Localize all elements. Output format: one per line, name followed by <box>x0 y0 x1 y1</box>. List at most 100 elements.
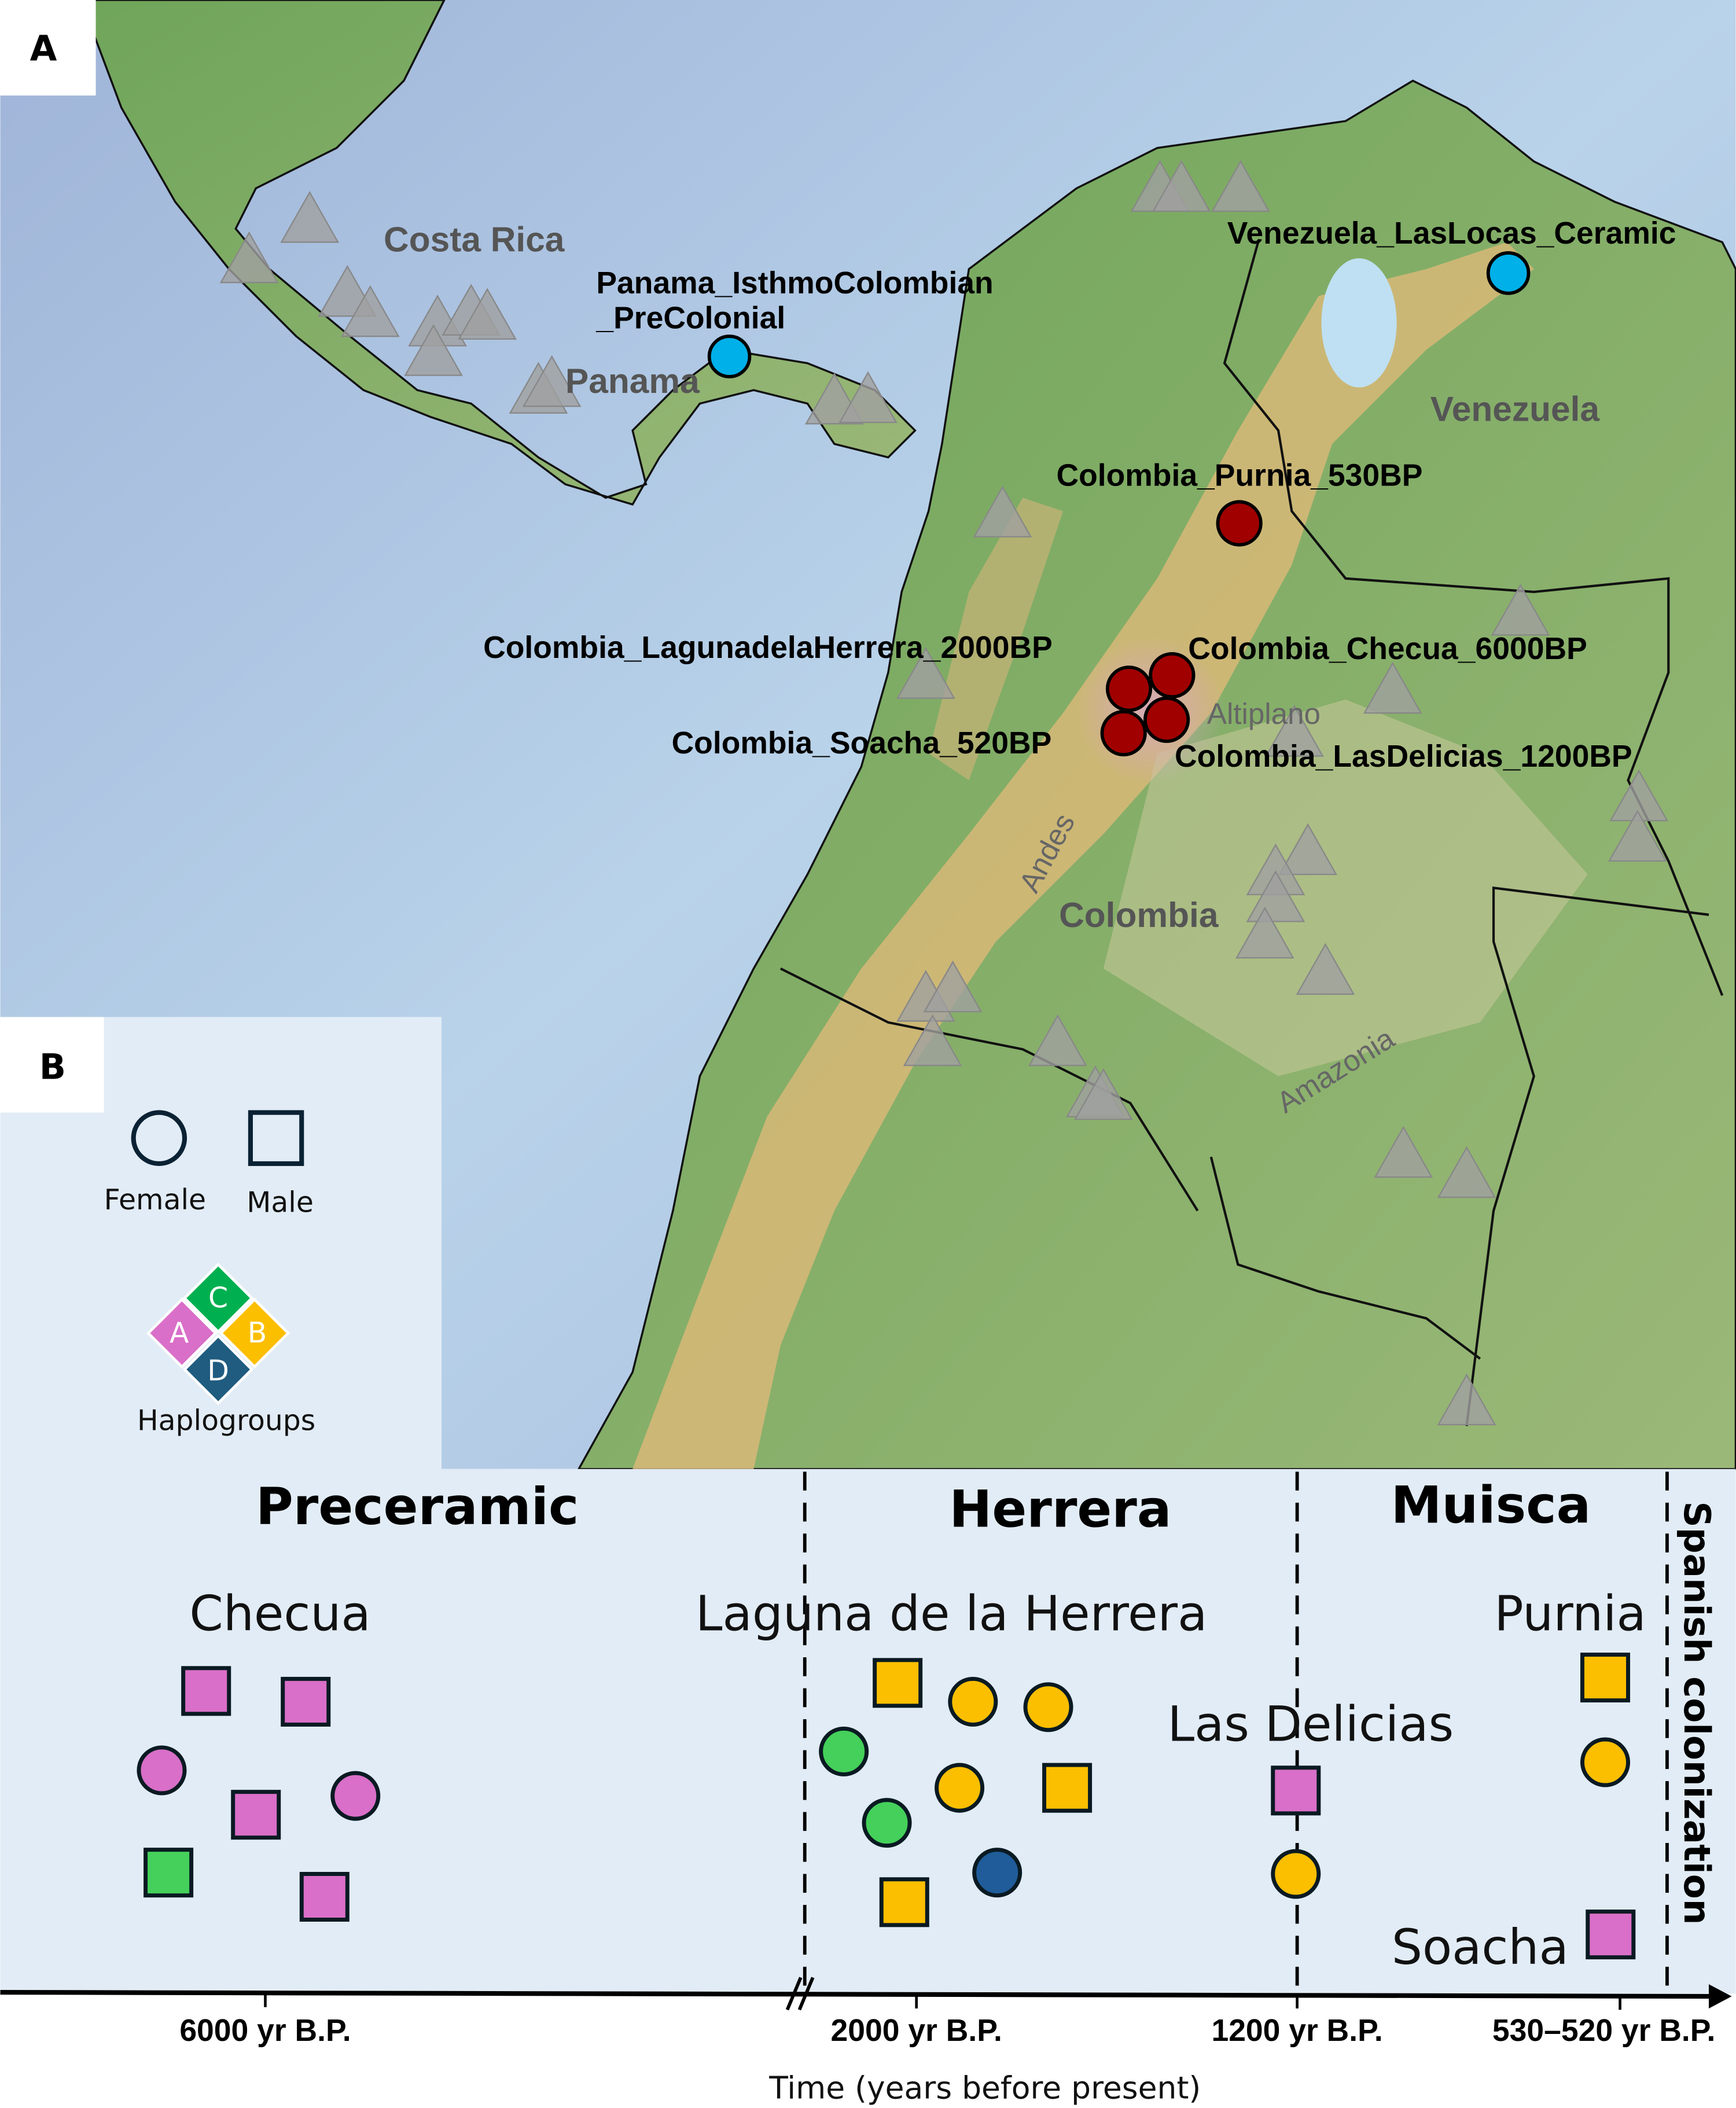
male-individual-haplogroup-b <box>879 1877 929 1927</box>
site-marker-laslocas <box>1486 251 1531 295</box>
male-individual-haplogroup-b <box>1042 1763 1093 1813</box>
site-purnia: Purnia <box>1494 1585 1646 1642</box>
reference-sample-triangle <box>1278 823 1338 875</box>
period-muisca: Muisca <box>1391 1476 1591 1535</box>
female-individual-haplogroup-b <box>1580 1737 1631 1787</box>
haplogroup-c-swatch <box>182 1263 254 1334</box>
reference-sample-triangle <box>838 371 898 424</box>
andes-ridge <box>632 242 1534 1469</box>
female-individual-haplogroup-d <box>972 1848 1023 1898</box>
country-label-panama: Panama <box>565 361 700 400</box>
tick-label-1200: 1200 yr B.P. <box>1211 2014 1382 2048</box>
lake-maracaibo <box>1321 258 1397 388</box>
haplogroup-diamond: C A B D <box>146 1263 290 1406</box>
male-individual-haplogroup-c <box>144 1848 194 1898</box>
male-individual-haplogroup-a <box>1271 1765 1321 1816</box>
male-individual-haplogroup-a <box>1586 1910 1636 1960</box>
tick-label-6000: 6000 yr B.P. <box>179 2014 351 2048</box>
region-label-altiplano: Altiplano <box>1207 697 1321 730</box>
border-lines <box>779 241 1724 1426</box>
haplogroup-d-label: D <box>207 1354 229 1387</box>
axis-break-icon <box>785 1977 815 2011</box>
site-label-panama: Panama_IsthmoColombian <box>596 266 993 300</box>
site-label-herrera: Colombia_LagunadelaHerrera_2000BP <box>483 631 1053 665</box>
reference-sample-triangle <box>1363 661 1422 714</box>
reference-sample-triangle <box>1608 810 1667 862</box>
female-individual-haplogroup-c <box>819 1726 869 1776</box>
female-individual-haplogroup-b <box>948 1676 998 1727</box>
period-herrera: Herrera <box>949 1480 1171 1539</box>
site-marker-purnia <box>1216 500 1263 547</box>
reference-sample-triangle <box>404 324 463 376</box>
site-checua: Checua <box>189 1585 370 1642</box>
reference-sample-triangle <box>973 485 1032 538</box>
site-label-laslocas: Venezuela_LasLocas_Ceramic <box>1227 216 1676 251</box>
haplogroups-label: Haplogroups <box>137 1404 315 1437</box>
x-axis-label: Time (years before present) <box>768 2070 1201 2106</box>
country-label-venezuela: Venezuela <box>1430 389 1600 429</box>
reference-sample-triangle <box>219 231 279 284</box>
reference-sample-triangle <box>1152 160 1211 212</box>
female-individual-haplogroup-b <box>1023 1682 1073 1732</box>
site-label-soacha: Colombia_Soacha_520BP <box>672 726 1052 760</box>
andes-ridge-west <box>928 498 1064 781</box>
male-individual-haplogroup-b <box>1580 1653 1631 1703</box>
timeline-panel: Preceramic Herrera Muisca Spanish coloni… <box>0 1469 1736 2106</box>
male-individual-haplogroup-a <box>231 1790 281 1840</box>
site-marker-checua <box>1149 652 1196 699</box>
site-marker-lasdelicias <box>1143 696 1190 743</box>
reference-sample-triangle <box>1211 160 1270 212</box>
reference-samples <box>219 160 1668 1426</box>
legend-male-icon <box>248 1110 304 1167</box>
tick-label-2000: 2000 yr B.P. <box>831 2014 1002 2048</box>
reference-sample-triangle <box>522 355 582 407</box>
site-laguna-de-la-herrera: Laguna de la Herrera <box>696 1585 1207 1642</box>
site-marker-panama <box>707 334 752 378</box>
site-marker-herrera <box>1105 665 1153 712</box>
reference-sample-triangle <box>1296 943 1355 995</box>
site-label-purnia: Colombia_Purnia_530BP <box>1056 458 1422 492</box>
female-individual-haplogroup-a <box>330 1771 381 1821</box>
reference-sample-triangle <box>1074 1068 1133 1120</box>
reference-sample-triangle <box>280 191 340 243</box>
male-individual-haplogroup-a <box>299 1871 350 1922</box>
haplogroup-a-label: A <box>170 1316 189 1349</box>
reference-sample-triangle <box>340 285 400 337</box>
lowlands <box>1103 699 1588 1076</box>
reference-sample-triangle <box>896 647 955 699</box>
reference-sample-triangle <box>1265 705 1324 757</box>
country-label-colombia: Colombia <box>1059 895 1219 935</box>
site-soacha: Soacha <box>1392 1919 1569 1975</box>
reference-sample-triangle <box>903 1014 962 1066</box>
axis-arrow-icon <box>1709 1984 1732 2008</box>
reference-sample-triangle <box>1374 1125 1433 1178</box>
haplogroup-d-swatch <box>182 1334 254 1406</box>
country-label-costa-rica: Costa Rica <box>384 220 565 259</box>
haplogroup-b-swatch <box>219 1297 290 1369</box>
time-axis <box>0 1989 1716 1999</box>
haplogroup-a-swatch <box>146 1297 218 1369</box>
female-individual-haplogroup-b <box>1271 1849 1321 1899</box>
legend-female-icon <box>131 1110 187 1167</box>
haplogroup-c-label: C <box>208 1282 228 1315</box>
spanish-colonization-label: Spanish colonization <box>1676 1502 1718 1925</box>
legend-panel: B Female Male C A B D Haplogroups <box>0 1017 442 1469</box>
reference-sample-triangle <box>1028 1014 1087 1066</box>
haplogroup-b-label: B <box>248 1316 267 1349</box>
reference-sample-triangle <box>1246 870 1305 922</box>
reference-sample-triangle <box>923 960 983 1013</box>
panel-label-a-bg <box>0 0 96 96</box>
panel-label-b-bg <box>0 1017 104 1113</box>
individuals <box>137 1653 1636 1960</box>
reference-sample-triangle <box>458 288 517 340</box>
site-label-checua: Colombia_Checua_6000BP <box>1188 632 1587 666</box>
male-individual-haplogroup-a <box>281 1676 331 1727</box>
legend-male-label: Male <box>247 1186 314 1219</box>
male-individual-haplogroup-a <box>181 1666 231 1716</box>
female-individual-haplogroup-b <box>935 1763 985 1813</box>
period-preceramic: Preceramic <box>256 1477 579 1536</box>
panel-label-a: A <box>30 29 57 69</box>
site-label-lasdelicias: Colombia_LasDelicias_1200BP <box>1175 740 1632 774</box>
male-individual-haplogroup-b <box>873 1658 923 1708</box>
